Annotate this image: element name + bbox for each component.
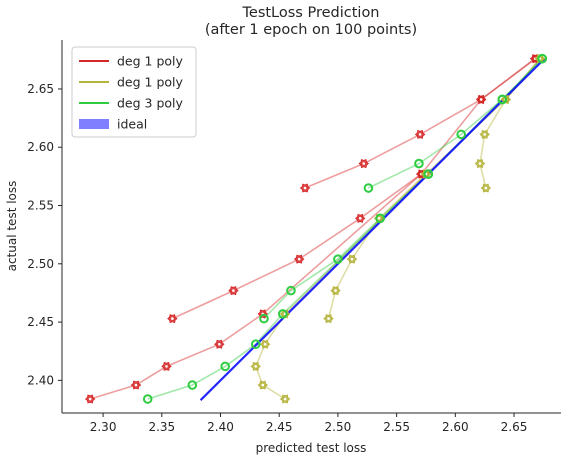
y-tick-label: 2.50 (27, 257, 54, 271)
legend: deg 1 poly deg 1 poly deg 3 poly ideal (71, 46, 197, 138)
series-0-point-1-hole (134, 383, 138, 387)
series-1-point-2-hole (297, 257, 301, 261)
series-2-point-0-hole (303, 186, 307, 190)
x-tick-label: 2.30 (90, 420, 117, 434)
x-tick-label: 2.40 (207, 420, 234, 434)
y-tick-label: 2.55 (27, 199, 54, 213)
series-0-point-3-hole (218, 342, 221, 346)
series-2-point-2-hole (418, 133, 422, 136)
series-line-6 (147, 173, 429, 400)
legend-label-3: ideal (117, 117, 147, 132)
chart-subtitle: (after 1 epoch on 100 points) (205, 22, 417, 38)
series-line-0 (89, 173, 422, 400)
legend-label-0: deg 1 poly (117, 54, 184, 69)
series-6-point-1 (187, 380, 198, 390)
series-3-point-2-hole (254, 365, 258, 368)
series-4-point-3-hole (377, 217, 381, 220)
x-tick-label: 2.60 (442, 420, 469, 434)
series-5-point-2-hole (483, 133, 486, 136)
x-ticks: 2.30 2.35 2.40 2.45 2.50 2.55 2.60 2.65 (90, 413, 528, 434)
series-line-8 (368, 58, 543, 189)
series-7-point-2 (333, 254, 343, 264)
series-4-point-1-hole (334, 289, 337, 292)
series-1-point-0-hole (171, 317, 174, 320)
legend-label-2: deg 3 poly (117, 96, 184, 111)
series-6-point-2 (220, 361, 231, 372)
series-4-point-2-hole (350, 257, 354, 261)
x-axis-label: predicted test loss (256, 441, 367, 455)
series-8-point-3 (497, 94, 508, 105)
series-line-2 (304, 58, 536, 189)
series-6-point-4 (277, 309, 288, 319)
series-3-point-1-hole (261, 383, 265, 387)
series-7-point-4 (423, 169, 434, 179)
x-tick-label: 2.35 (148, 420, 175, 434)
series-8-point-4 (537, 53, 548, 64)
y-axis-label: actual test loss (5, 181, 19, 272)
series-7-point-0 (259, 313, 269, 324)
series-2-point-3-hole (479, 98, 483, 101)
x-tick-label: 2.65 (501, 420, 528, 434)
ideal-line (199, 57, 546, 401)
x-tick-label: 2.45 (266, 420, 293, 434)
legend-swatch-3 (79, 119, 109, 129)
x-tick-label: 2.50 (325, 420, 352, 434)
legend-label-1: deg 1 poly (117, 75, 184, 90)
x-tick-label: 2.55 (383, 420, 410, 434)
series-8-point-0 (363, 183, 374, 193)
series-6-point-3 (250, 339, 261, 350)
series-8-point-2 (456, 129, 467, 140)
series-4-point-0-hole (327, 317, 330, 320)
series-7-point-1 (286, 285, 296, 296)
series-5-point-0-hole (484, 186, 488, 190)
series-0-point-2-hole (165, 365, 168, 368)
series-line-3 (254, 173, 427, 400)
series-2-point-1-hole (362, 162, 366, 165)
series-1-point-1-hole (232, 289, 235, 292)
series-8-point-1 (414, 158, 424, 169)
y-ticks: 2.40 2.45 2.50 2.55 2.60 2.65 (27, 82, 62, 387)
series-layer (84, 53, 548, 404)
series-3-point-3-hole (263, 342, 267, 346)
y-tick-label: 2.40 (27, 373, 54, 387)
series-7-point-3 (375, 213, 385, 224)
series-5-point-1-hole (478, 162, 482, 165)
series-0-point-0-hole (88, 397, 92, 401)
series-6-point-0 (142, 394, 153, 404)
y-tick-label: 2.65 (27, 82, 54, 96)
y-tick-label: 2.45 (27, 315, 54, 329)
y-tick-label: 2.60 (27, 140, 54, 154)
series-3-point-0-hole (283, 397, 287, 401)
chart-title: TestLoss Prediction (242, 5, 380, 21)
legend-box (71, 46, 197, 138)
series-1-point-3-hole (358, 217, 362, 220)
